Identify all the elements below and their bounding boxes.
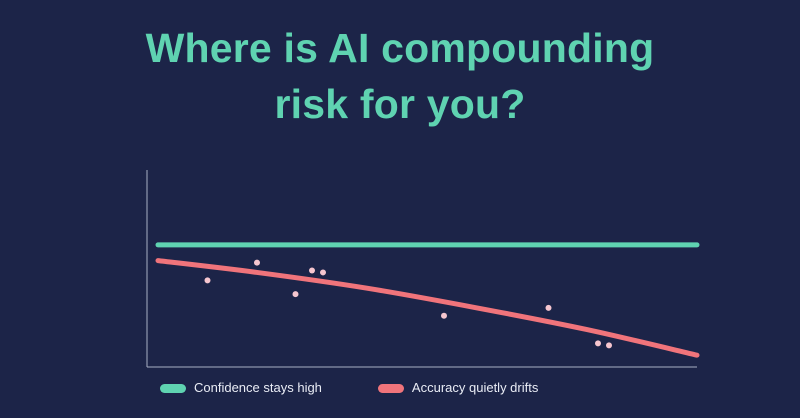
chart-title: Where is AI compounding risk for you? xyxy=(0,20,800,132)
data-point xyxy=(441,312,447,319)
legend-label-confidence: Confidence stays high xyxy=(194,380,322,395)
legend-label-accuracy: Accuracy quietly drifts xyxy=(411,380,539,395)
legend-swatch-accuracy xyxy=(377,383,404,393)
data-point xyxy=(606,342,612,349)
legend-item-accuracy: Accuracy quietly drifts xyxy=(377,380,539,396)
chart-title-line-1: Where is AI compounding xyxy=(145,25,655,71)
chart-title-line-2: risk for you? xyxy=(274,81,526,127)
data-point xyxy=(320,269,326,276)
data-point xyxy=(595,340,601,347)
data-point xyxy=(545,304,552,311)
points-layer xyxy=(204,259,612,349)
data-point xyxy=(204,277,211,284)
legend-swatch-confidence xyxy=(160,383,186,393)
data-point xyxy=(309,267,315,274)
legend: Confidence stays high Accuracy quietly d… xyxy=(160,380,594,396)
series-layer xyxy=(155,242,700,358)
axes xyxy=(146,170,697,368)
data-point xyxy=(292,291,299,298)
legend-item-confidence: Confidence stays high xyxy=(160,380,322,396)
data-point xyxy=(254,259,260,266)
series-line-accuracy xyxy=(155,258,700,358)
